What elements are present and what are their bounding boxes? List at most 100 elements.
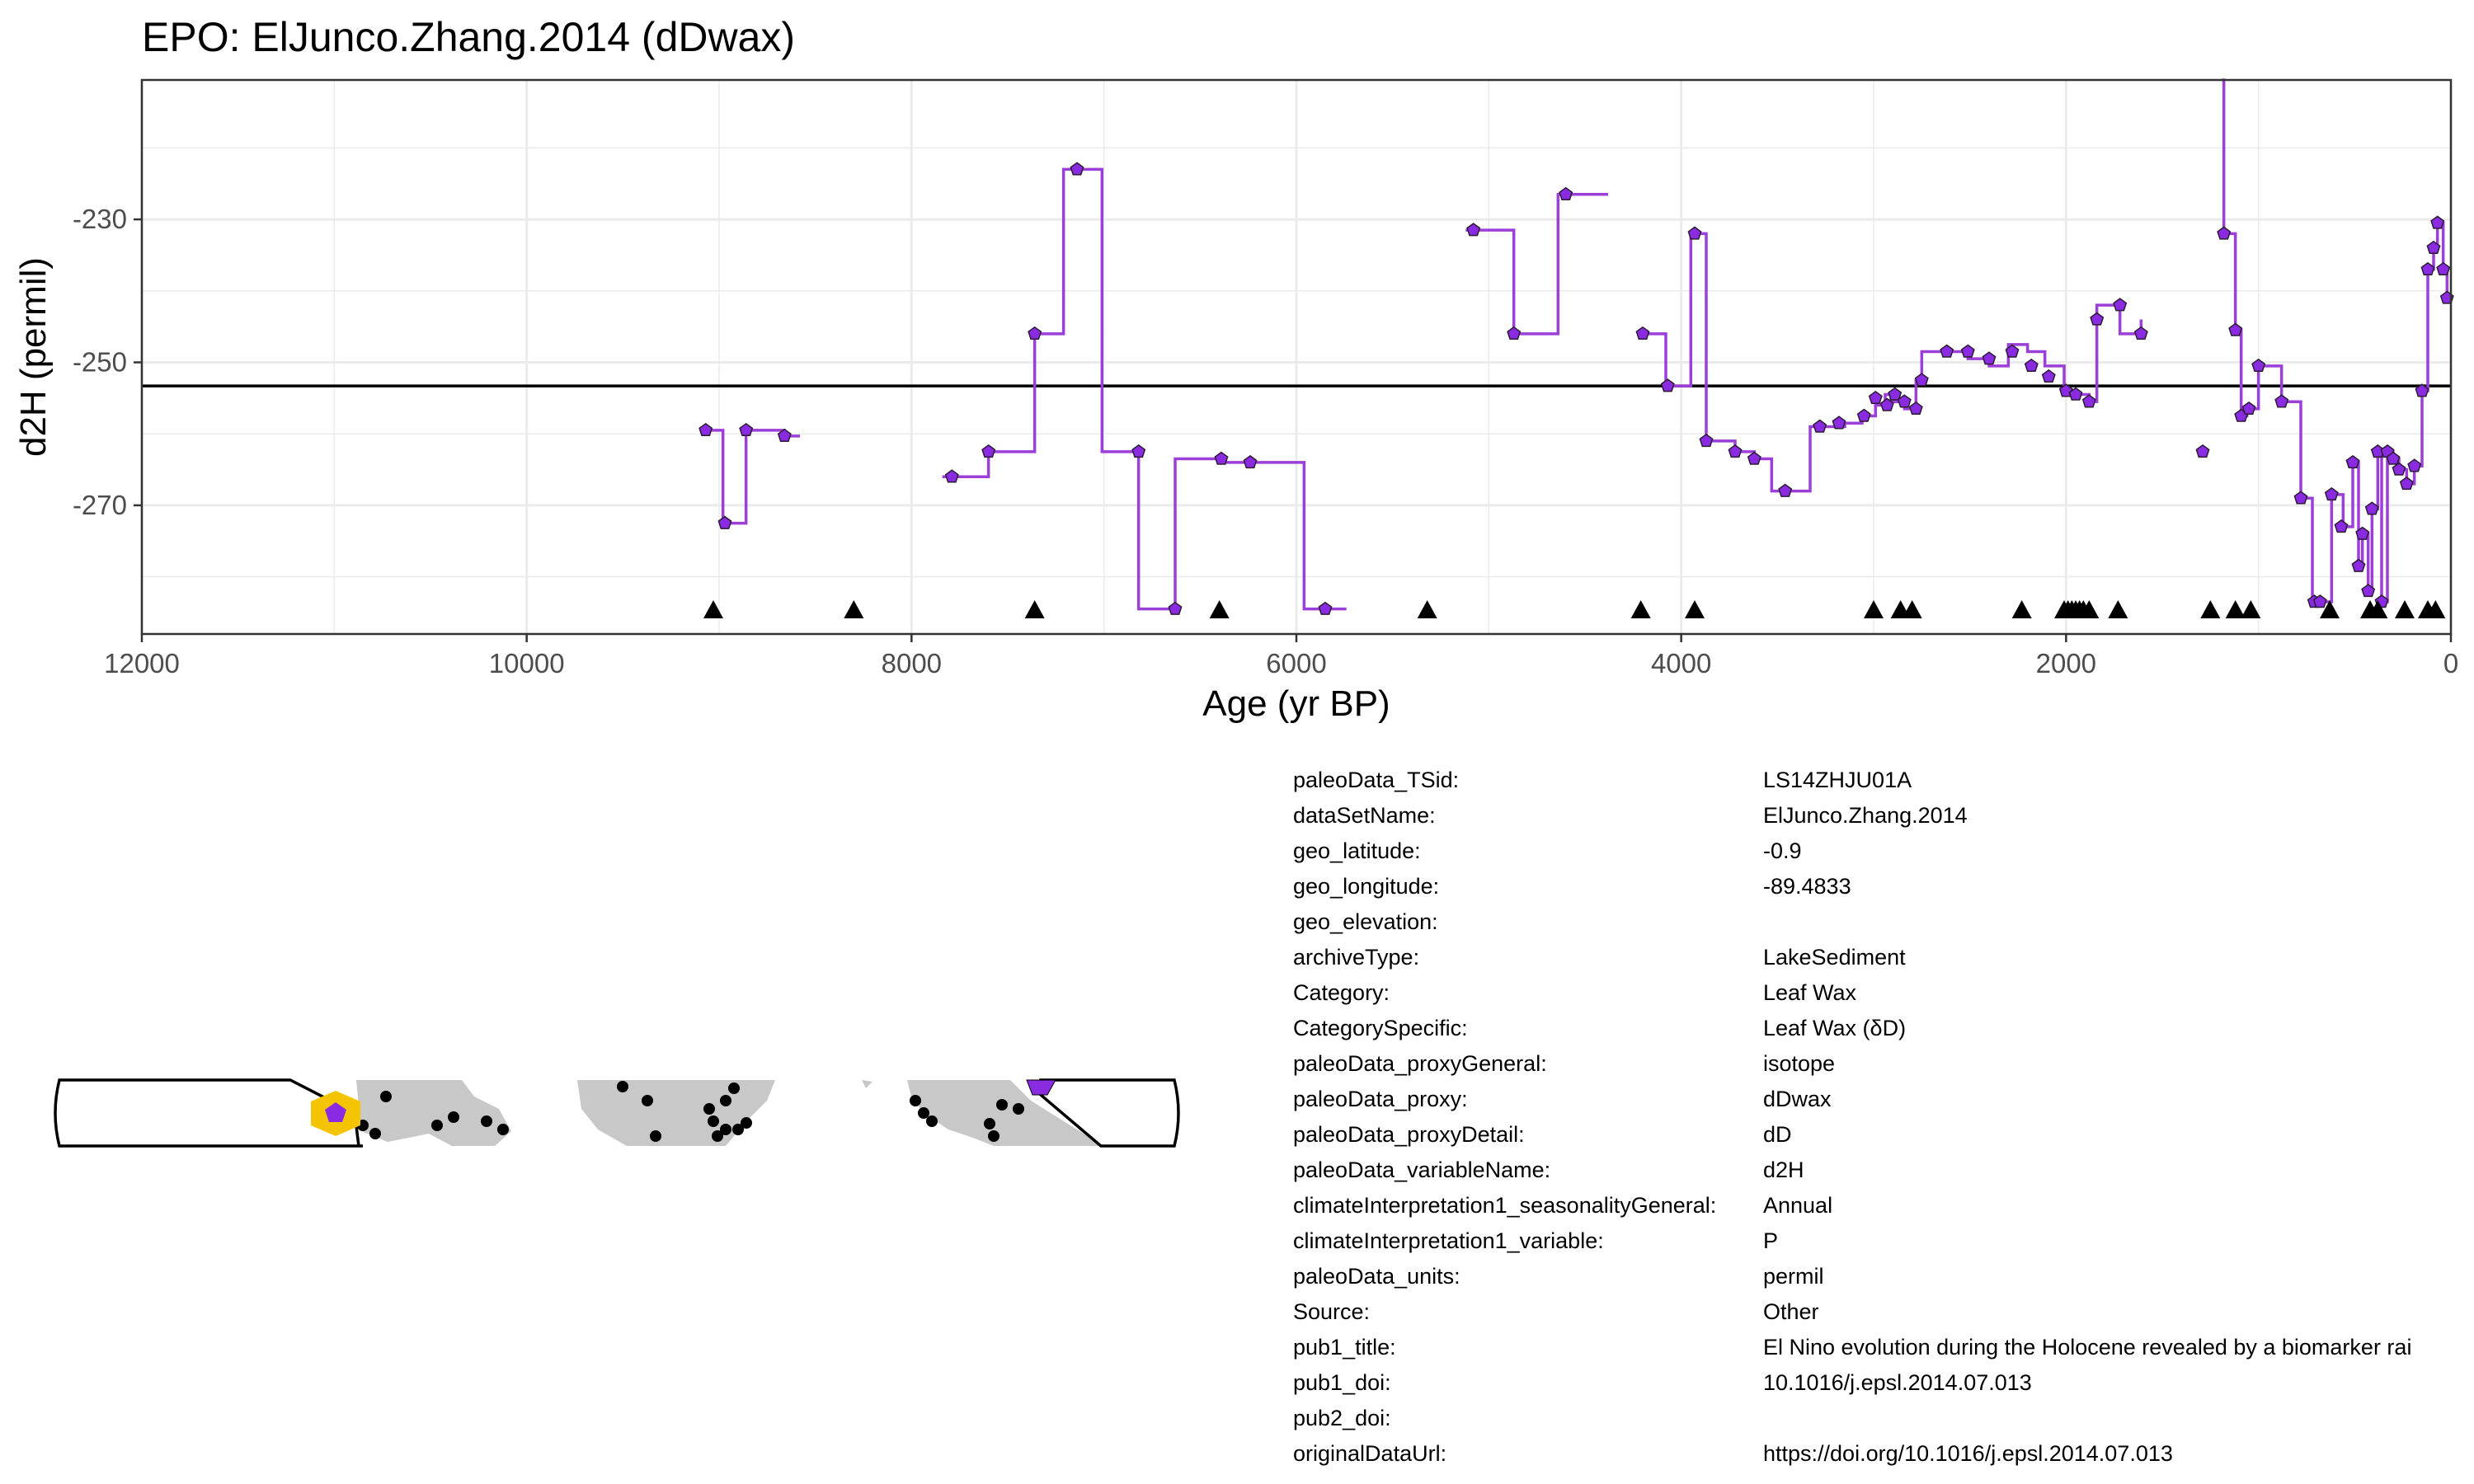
age-control-marker bbox=[844, 600, 864, 618]
map-site-dot bbox=[380, 1091, 392, 1102]
age-control-marker bbox=[1864, 600, 1884, 618]
data-point bbox=[2351, 558, 2366, 572]
y-tick-label: -230 bbox=[73, 204, 127, 234]
map-site-dot bbox=[732, 1124, 744, 1135]
metadata-row: climateInterpretation1_variable: P bbox=[1293, 1223, 2474, 1259]
metadata-row: Source: Other bbox=[1293, 1294, 2474, 1330]
chart-title: EPO: ElJunco.Zhang.2014 (dDwax) bbox=[142, 14, 795, 60]
metadata-value: Other bbox=[1763, 1299, 1819, 1324]
map-site-dot bbox=[910, 1095, 921, 1106]
metadata-row: CategorySpecific: Leaf Wax (δD) bbox=[1293, 1011, 2474, 1046]
y-axis: -270 -250 -230 bbox=[73, 204, 142, 520]
data-point bbox=[944, 469, 959, 483]
data-point bbox=[1813, 419, 1827, 433]
y-tick-label: -270 bbox=[73, 490, 127, 520]
metadata-row: paleoData_proxyDetail: dD bbox=[1293, 1117, 2474, 1153]
x-tick-label: 6000 bbox=[1266, 648, 1326, 679]
metadata-value: Leaf Wax (δD) bbox=[1763, 1016, 1907, 1040]
data-point bbox=[1960, 344, 1975, 358]
x-axis-label: Age (yr BP) bbox=[1202, 683, 1390, 724]
data-point bbox=[2355, 526, 2370, 540]
metadata-row: originalDataUrl: https://doi.org/10.1016/… bbox=[1293, 1436, 2474, 1472]
age-control-marker bbox=[1630, 600, 1651, 618]
metadata-value: LakeSediment bbox=[1763, 945, 1906, 970]
metadata-key: Source: bbox=[1293, 1299, 1371, 1324]
metadata-key: paleoData_proxy: bbox=[1293, 1087, 1468, 1111]
metadata-key: paleoData_variableName: bbox=[1293, 1158, 1551, 1182]
data-point bbox=[739, 422, 754, 437]
map-site-dots bbox=[357, 1081, 1024, 1142]
data-point bbox=[2415, 383, 2429, 397]
data-point bbox=[2361, 584, 2376, 598]
metadata-value: dDwax bbox=[1763, 1087, 1832, 1111]
metadata-row: paleoData_variableName: d2H bbox=[1293, 1153, 2474, 1188]
data-point bbox=[2024, 358, 2039, 373]
data-point bbox=[2217, 226, 2232, 240]
data-point bbox=[1243, 454, 1258, 469]
x-tick-label: 8000 bbox=[882, 648, 942, 679]
data-point bbox=[1214, 451, 1229, 465]
metadata-row: paleoData_TSid: LS14ZHJU01A bbox=[1293, 763, 2474, 798]
metadata-key: pub2_doi: bbox=[1293, 1406, 1391, 1430]
data-point bbox=[2436, 261, 2451, 276]
data-point bbox=[1778, 483, 1793, 497]
data-point bbox=[2133, 326, 2148, 340]
map-site-dot bbox=[497, 1124, 509, 1135]
metadata-key: paleoData_TSid: bbox=[1293, 768, 1460, 792]
data-point bbox=[2274, 394, 2289, 408]
data-point bbox=[2090, 312, 2105, 326]
data-point bbox=[2426, 240, 2441, 254]
metadata-value: isotope bbox=[1763, 1051, 1836, 1076]
data-points bbox=[698, 162, 2454, 615]
metadata-value: El Nino evolution during the Holocene re… bbox=[1763, 1335, 2412, 1360]
map-site-dot bbox=[720, 1124, 731, 1135]
age-control-markers bbox=[703, 600, 2446, 618]
data-point bbox=[1728, 444, 1743, 458]
data-point bbox=[1908, 401, 1923, 416]
y-axis-label: d2H (permil) bbox=[13, 257, 54, 457]
map-site-dot bbox=[650, 1130, 661, 1142]
metadata-row: paleoData_proxy: dDwax bbox=[1293, 1082, 2474, 1117]
map-site-dot bbox=[1013, 1103, 1024, 1115]
age-control-marker bbox=[2320, 600, 2340, 618]
data-point bbox=[1466, 223, 1481, 237]
data-point bbox=[2068, 387, 2083, 401]
data-point bbox=[1699, 433, 1714, 448]
data-point bbox=[717, 515, 732, 529]
age-control-marker bbox=[2241, 600, 2261, 618]
site-pentagon-icon bbox=[325, 1102, 346, 1122]
map-bounding-box-right bbox=[1039, 1078, 1180, 1148]
data-point bbox=[2228, 322, 2243, 336]
metadata-key: originalDataUrl: bbox=[1293, 1441, 1447, 1466]
metadata-row: geo_elevation: bbox=[1293, 904, 2474, 940]
data-point bbox=[1028, 326, 1042, 340]
data-point bbox=[1868, 390, 1883, 405]
data-point bbox=[1131, 444, 1146, 458]
data-point bbox=[2430, 215, 2445, 229]
metadata-value: ElJunco.Zhang.2014 bbox=[1763, 803, 1968, 828]
site-map bbox=[54, 1078, 1180, 1148]
metadata-row: paleoData_units: permil bbox=[1293, 1259, 2474, 1294]
map-site-dot bbox=[617, 1081, 628, 1092]
data-point bbox=[1832, 416, 1846, 430]
data-point bbox=[2392, 462, 2406, 476]
age-control-marker bbox=[1417, 600, 1437, 618]
metadata-row: archiveType: LakeSediment bbox=[1293, 940, 2474, 975]
y-tick-label: -250 bbox=[73, 347, 127, 378]
metadata-value: permil bbox=[1763, 1264, 1824, 1289]
data-point bbox=[2113, 298, 2128, 312]
data-point bbox=[1914, 373, 1929, 387]
metadata-value: dD bbox=[1763, 1122, 1792, 1147]
site-pentagon-icon-partial bbox=[1026, 1079, 1056, 1096]
metadata-row: geo_latitude: -0.9 bbox=[1293, 834, 2474, 869]
data-point bbox=[1897, 394, 1912, 408]
data-point bbox=[698, 422, 713, 437]
metadata-row: pub1_doi: 10.1016/j.epsl.2014.07.013 bbox=[1293, 1365, 2474, 1401]
metadata-key: climateInterpretation1_seasonalityGenera… bbox=[1293, 1193, 1717, 1218]
metadata-key: climateInterpretation1_variable: bbox=[1293, 1228, 1604, 1253]
metadata-key: geo_elevation: bbox=[1293, 909, 1438, 934]
map-site-dot bbox=[988, 1130, 999, 1142]
metadata-value: 10.1016/j.epsl.2014.07.013 bbox=[1763, 1370, 2032, 1395]
data-point bbox=[981, 444, 996, 458]
data-point bbox=[2312, 594, 2327, 608]
